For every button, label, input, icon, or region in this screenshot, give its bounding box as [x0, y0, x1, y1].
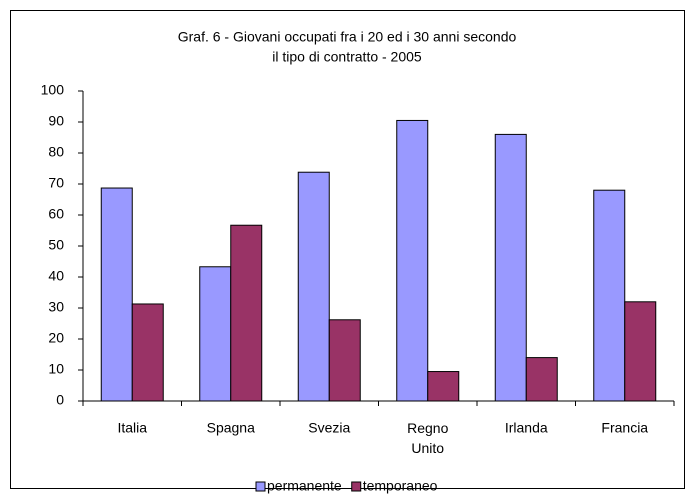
- bar: [230, 224, 263, 402]
- y-tick-label: 10: [48, 361, 64, 377]
- bar: [396, 119, 429, 402]
- x-tick-label: Italia: [117, 420, 147, 436]
- legend-label: temporaneo: [363, 478, 438, 494]
- y-tick-label: 80: [48, 144, 64, 160]
- y-tick-label: 70: [48, 175, 64, 191]
- bar: [131, 303, 164, 402]
- x-tick-label: Spagna: [207, 420, 255, 436]
- y-tick-label: 20: [48, 330, 64, 346]
- y-tick-label: 30: [48, 299, 64, 315]
- y-tick-label: 0: [56, 392, 64, 408]
- bar: [297, 171, 330, 402]
- chart-title: Graf. 6 - Giovani occupati fra i 20 ed i…: [178, 29, 517, 45]
- chart-title: il tipo di contratto - 2005: [272, 49, 422, 65]
- bar: [427, 371, 460, 402]
- y-tick-label: 40: [48, 268, 64, 284]
- legend-swatch: [351, 481, 362, 492]
- bar: [593, 189, 626, 402]
- x-tick-label: Francia: [601, 420, 648, 436]
- x-tick-label: Svezia: [308, 420, 350, 436]
- legend-label: permanente: [267, 478, 342, 494]
- bar: [624, 301, 657, 402]
- bar: [494, 133, 527, 402]
- legend-swatch: [255, 481, 266, 492]
- y-tick-label: 60: [48, 206, 64, 222]
- bar: [199, 266, 232, 402]
- x-tick-label: Regno Unito: [407, 420, 448, 456]
- x-tick-label: Irlanda: [505, 420, 548, 436]
- y-tick-label: 90: [48, 113, 64, 129]
- bar: [100, 187, 133, 402]
- bar: [328, 319, 361, 402]
- y-tick-label: 50: [48, 237, 64, 253]
- bar: [525, 357, 558, 402]
- y-tick-label: 100: [41, 82, 65, 98]
